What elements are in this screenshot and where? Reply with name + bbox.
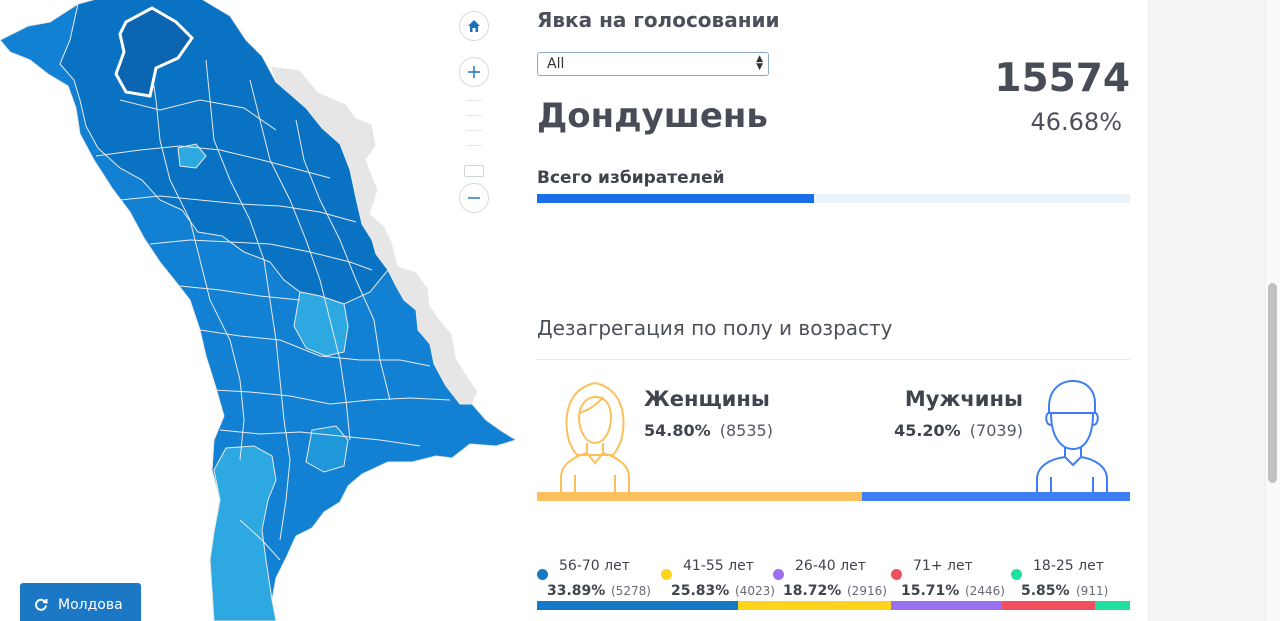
voters-progress-bar [537, 194, 1130, 203]
female-avatar-icon [560, 381, 630, 493]
section-title: Явка на голосовании [537, 8, 780, 32]
selected-district-donduseni[interactable] [114, 6, 194, 98]
age-legend-dot [537, 569, 548, 580]
refresh-icon [35, 598, 48, 611]
age-group-label: 18-25 лет [1033, 558, 1104, 574]
zoom-in-button[interactable] [459, 57, 489, 87]
female-stats: 54.80% (8535) [644, 421, 773, 440]
male-stats: 45.20% (7039) [894, 421, 1023, 440]
age-legend-dot [661, 569, 672, 580]
home-button[interactable] [459, 11, 489, 41]
select-arrows-icon: ▲ ▼ [756, 54, 763, 72]
scrollbar-thumb[interactable] [1268, 283, 1277, 483]
turnout-percent: 46.68% [1030, 108, 1122, 136]
age-bar-segment [1095, 601, 1130, 610]
male-label: Мужчины [904, 387, 1023, 411]
age-group-count: (4023) [735, 584, 775, 598]
zoom-tick [466, 100, 482, 101]
voters-label: Всего избирателей [537, 168, 725, 188]
female-count: (8535) [719, 421, 773, 440]
filter-select[interactable]: All ▲ ▼ [537, 52, 769, 76]
zoom-tick [466, 130, 482, 131]
age-group-count: (911) [1076, 584, 1109, 598]
age-group-label: 56-70 лет [559, 558, 630, 574]
age-legend-dot [1011, 569, 1022, 580]
age-group-percent: 5.85% [1021, 583, 1070, 599]
plus-icon [468, 66, 480, 78]
male-count: (7039) [969, 421, 1023, 440]
moldova-map[interactable] [0, 0, 520, 621]
age-legend-dot [891, 569, 902, 580]
minus-icon [468, 197, 480, 199]
voters-progress-fill [537, 194, 814, 203]
age-group-percent: 15.71% [901, 583, 960, 599]
map-area[interactable]: Молдова [0, 0, 520, 621]
age-bar-segment [1002, 601, 1096, 610]
gender-bar-male [861, 492, 1130, 501]
gender-bar-female [537, 492, 862, 501]
age-bar-segment [891, 601, 1003, 610]
age-group-count: (5278) [611, 584, 651, 598]
reset-map-button[interactable]: Молдова [20, 583, 141, 621]
district-borders [95, 59, 451, 561]
reset-map-label: Молдова [58, 597, 123, 613]
age-bar-segment [537, 601, 738, 610]
filter-value: All [547, 56, 565, 72]
page-margin [1148, 0, 1280, 621]
zoom-slider-handle[interactable] [464, 165, 484, 177]
region-small-light [177, 143, 207, 169]
divider [537, 359, 1130, 360]
age-group-percent: 25.83% [671, 583, 730, 599]
age-group-label: 26-40 лет [795, 558, 866, 574]
zoom-tick [466, 145, 482, 146]
age-legend: 56-70 лет 33.89% (5278) 41-55 лет 25.83% (402… [537, 556, 1130, 606]
gender-bar [537, 492, 1130, 501]
disaggregation-title: Дезагрегация по полу и возрасту [537, 316, 893, 340]
turnout-panel: Явка на голосовании All ▲ ▼ Дондушень 155… [537, 0, 1130, 621]
male-percent: 45.20% [894, 421, 961, 440]
age-group-count: (2446) [965, 584, 1005, 598]
region-east-light [305, 425, 349, 473]
zoom-out-button[interactable] [459, 183, 489, 213]
zoom-tick [466, 115, 482, 116]
age-group-label: 71+ лет [913, 558, 973, 574]
age-bar [537, 601, 1130, 610]
male-avatar-icon [1036, 379, 1108, 493]
age-group-percent: 18.72% [783, 583, 842, 599]
age-legend-dot [773, 569, 784, 580]
turnout-count: 15574 [994, 56, 1130, 101]
age-bar-segment [737, 601, 892, 610]
female-label: Женщины [644, 387, 770, 411]
region-south-light [209, 445, 277, 621]
age-group-count: (2916) [847, 584, 887, 598]
age-group-percent: 33.89% [547, 583, 606, 599]
home-icon [468, 20, 480, 32]
district-name: Дондушень [537, 96, 768, 136]
age-group-label: 41-55 лет [683, 558, 754, 574]
female-percent: 54.80% [644, 421, 711, 440]
